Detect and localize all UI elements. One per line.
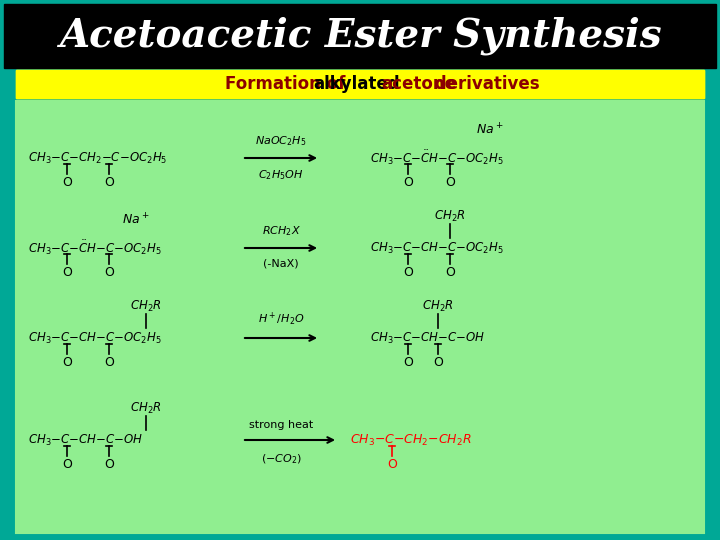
Text: $CH_3{-}C{-}CH{-}C{-}OC_2H_5$: $CH_3{-}C{-}CH{-}C{-}OC_2H_5$ [28, 330, 162, 346]
Text: O: O [403, 355, 413, 368]
Text: $CH_2R$: $CH_2R$ [130, 299, 162, 314]
Text: $H^+/H_2O$: $H^+/H_2O$ [258, 311, 305, 328]
Text: $CH_2R$: $CH_2R$ [434, 208, 466, 224]
Text: $NaOC_2H_5$: $NaOC_2H_5$ [255, 134, 307, 148]
Text: O: O [445, 176, 455, 188]
Text: O: O [104, 355, 114, 368]
Text: O: O [62, 176, 72, 188]
Text: O: O [62, 266, 72, 279]
Text: $CH_2R$: $CH_2R$ [130, 401, 162, 416]
Text: $CH_3{-}C{-}\ddot{C}H{-}C{-}OC_2H_5$: $CH_3{-}C{-}\ddot{C}H{-}C{-}OC_2H_5$ [28, 239, 162, 257]
Text: O: O [387, 457, 397, 470]
Text: alkylated: alkylated [263, 75, 349, 93]
Text: Formation of: Formation of [225, 75, 351, 93]
Text: acetone: acetone [337, 75, 412, 93]
Text: O: O [403, 266, 413, 279]
Text: $CH_3{-}C{-}CH{-}C{-}OH$: $CH_3{-}C{-}CH{-}C{-}OH$ [28, 433, 143, 448]
Text: $C_2H_5OH$: $C_2H_5OH$ [258, 168, 304, 182]
Bar [16, 101, 704, 533]
Text: O: O [433, 355, 443, 368]
Text: O: O [104, 176, 114, 188]
Text: O: O [445, 266, 455, 279]
Text: $CH_3{-}C{-}CH{-}C{-}OH$: $CH_3{-}C{-}CH{-}C{-}OH$ [370, 330, 485, 346]
Bar [16, 70, 704, 98]
Text: $CH_3{-}C{-}\ddot{C}H{-}C{-}OC_2H_5$: $CH_3{-}C{-}\ddot{C}H{-}C{-}OC_2H_5$ [370, 148, 504, 167]
Text: $CH_3{-}C{-}CH_2{-}C{-}OC_2H_5$: $CH_3{-}C{-}CH_2{-}C{-}OC_2H_5$ [28, 151, 168, 166]
Text: $Na^+$: $Na^+$ [476, 123, 504, 138]
Text: $(-CO_2)$: $(-CO_2)$ [261, 452, 302, 465]
Bar [16, 70, 704, 98]
Text: O: O [104, 266, 114, 279]
Text: $Na^+$: $Na^+$ [122, 212, 150, 228]
Text: $RCH_2X$: $RCH_2X$ [261, 224, 300, 238]
Text: derivatives: derivatives [429, 75, 540, 93]
Bar [4, 4, 716, 68]
Text: O: O [403, 176, 413, 188]
Text: Formation of: Formation of [166, 75, 292, 93]
Text: O: O [62, 457, 72, 470]
Text: Acetoacetic Ester Synthesis: Acetoacetic Ester Synthesis [59, 17, 661, 55]
Text: O: O [62, 355, 72, 368]
Text: acetone: acetone [382, 75, 456, 93]
Text: $CH_2R$: $CH_2R$ [422, 299, 454, 314]
Text: alkylated: alkylated [314, 75, 400, 93]
Text: O: O [104, 457, 114, 470]
Text: $CH_3{-}C{-}CH{-}C{-}OC_2H_5$: $CH_3{-}C{-}CH{-}C{-}OC_2H_5$ [370, 240, 504, 255]
Text: (-NaX): (-NaX) [264, 258, 299, 268]
Text: derivatives: derivatives [390, 75, 500, 93]
Text: $CH_3{-}C{-}CH_2{-}CH_2R$: $CH_3{-}C{-}CH_2{-}CH_2R$ [350, 433, 472, 448]
Text: strong heat: strong heat [249, 420, 313, 430]
